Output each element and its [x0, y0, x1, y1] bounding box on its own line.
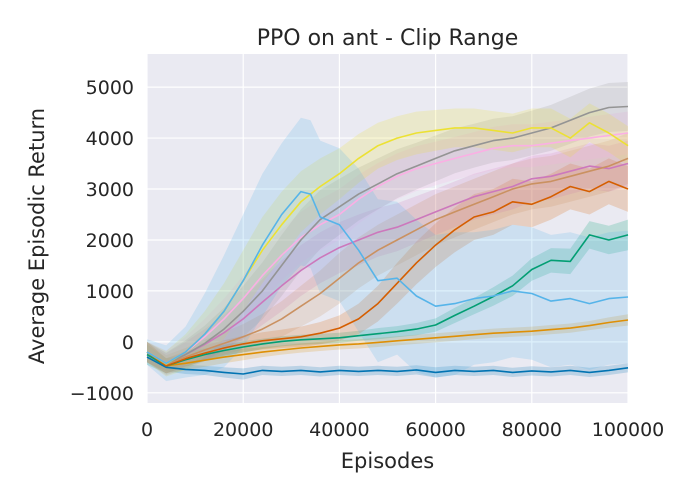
confidence-bands — [147, 82, 628, 382]
y-tick-label: 0 — [122, 332, 134, 354]
chart-title: PPO on ant - Clip Range — [257, 26, 519, 51]
series-dark-orange-line — [146, 180, 629, 367]
series-pink-violet-line — [146, 162, 629, 365]
x-tick-label: 20000 — [213, 419, 273, 441]
y-tick-labels: −1000 0 1000 2000 3000 4000 5000 — [70, 77, 134, 405]
series-dark-orange-band — [147, 158, 628, 374]
series-lines — [146, 105, 629, 375]
y-tick-label: 1000 — [86, 281, 134, 303]
series-sky-blue-line — [146, 190, 629, 365]
x-tick-label: 60000 — [405, 419, 465, 441]
series-orange-line — [146, 319, 629, 367]
x-tick-label: 100000 — [592, 419, 665, 441]
series-orange-band — [147, 314, 628, 374]
series-gray-band — [147, 82, 628, 375]
series-tan-line — [146, 157, 629, 366]
y-tick-label: 2000 — [86, 230, 134, 252]
series-pink-line — [146, 132, 629, 365]
series-dark-blue-line — [146, 356, 629, 375]
series-dark-blue-band — [147, 352, 628, 380]
x-tick-labels: 0 20000 40000 60000 80000 100000 — [141, 419, 664, 441]
series-green-line — [146, 234, 629, 367]
y-axis-label: Average Episodic Return — [25, 108, 49, 364]
y-tick-label: 4000 — [86, 128, 134, 150]
y-tick-label: 3000 — [86, 179, 134, 201]
x-tick-label: 40000 — [309, 419, 369, 441]
series-gray-line — [146, 105, 629, 365]
x-axis-label: Episodes — [341, 449, 434, 473]
series-pink-violet-band — [147, 140, 628, 374]
series-sky-blue-band — [147, 117, 628, 382]
x-tick-label: 80000 — [502, 419, 562, 441]
x-tick-label: 0 — [141, 419, 153, 441]
series-green-band — [147, 219, 628, 374]
plot-background — [147, 54, 628, 403]
series-tan-band — [147, 133, 628, 374]
y-tick-label: 5000 — [86, 77, 134, 99]
y-tick-label: −1000 — [70, 383, 134, 405]
